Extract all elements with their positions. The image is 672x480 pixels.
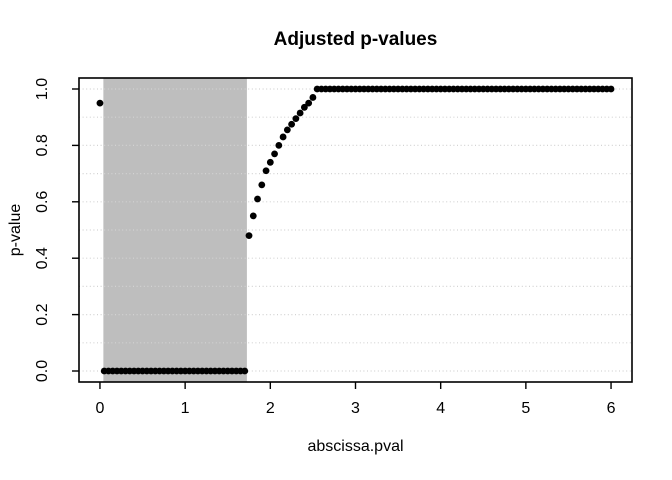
data-point [262,167,270,175]
data-point [607,85,615,93]
data-point [245,232,253,240]
x-tick-label: 0 [96,400,105,417]
data-point [309,94,317,101]
data-point [300,103,308,111]
rejection-region-layer [103,78,247,382]
data-point [279,133,287,141]
y-tick-label: 0.2 [34,303,51,325]
x-tick-labels: 0 1 2 3 4 5 6 [96,400,616,417]
y-tick-label: 0.6 [34,191,51,213]
data-point [292,115,300,123]
data-point [275,141,283,149]
y-tick-labels: 0.0 0.2 0.4 0.6 0.8 1.0 [34,78,51,382]
data-points-layer [96,85,615,375]
x-tick-label: 3 [351,400,360,417]
data-point [271,150,278,158]
x-axis-label: abscissa.pval [307,438,403,455]
data-point [288,120,296,128]
x-tick-label: 1 [181,400,190,417]
x-tick-label: 2 [266,400,275,417]
data-point [249,212,257,220]
data-point [96,99,104,107]
axis-ticks-layer [72,88,612,389]
data-point [241,367,249,375]
y-tick-label: 0.0 [34,360,51,382]
data-point [254,195,261,203]
x-tick-label: 6 [607,400,616,417]
chart-title: Adjusted p-values [274,29,438,50]
data-point [305,99,313,107]
y-tick-label: 1.0 [34,78,51,100]
data-point [266,158,274,166]
x-tick-label: 4 [436,400,445,417]
y-tick-label: 0.8 [34,134,51,156]
data-point [296,109,304,117]
y-axis-label: p-value [7,204,24,257]
x-tick-label: 5 [521,400,530,417]
y-tick-label: 0.4 [34,247,51,269]
rejection-region [103,78,247,382]
data-point [283,126,291,134]
data-point [258,181,266,189]
